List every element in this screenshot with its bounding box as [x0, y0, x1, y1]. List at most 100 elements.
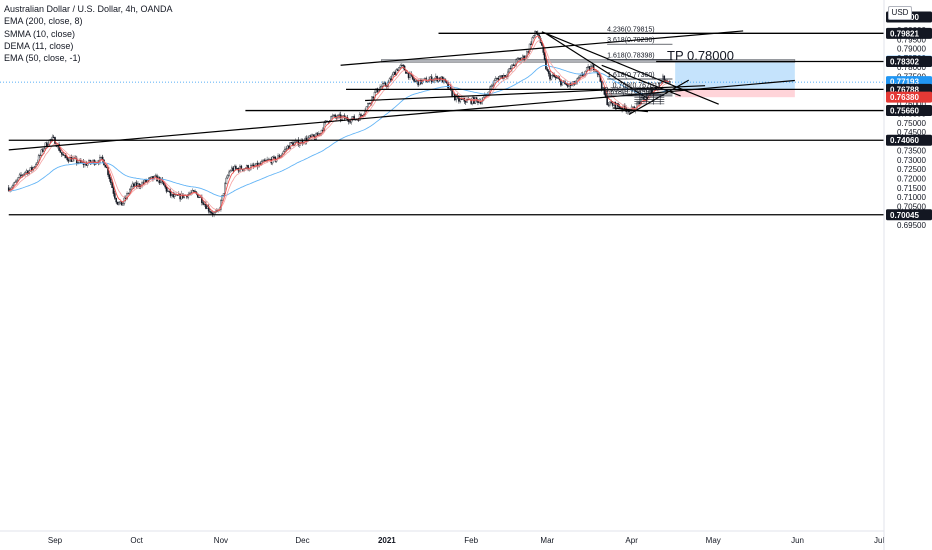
candle-body [18, 174, 21, 178]
candle-body [138, 183, 141, 187]
candle-body [388, 78, 391, 83]
candle-body [566, 84, 569, 87]
y-tick-label: 0.72000 [897, 174, 926, 183]
candle-body [311, 134, 313, 137]
x-tick-label: May [706, 536, 721, 545]
candle-body [587, 66, 589, 68]
candle-body [203, 203, 206, 205]
price-label-text: 0.79821 [890, 29, 919, 38]
candle-body [331, 115, 334, 117]
candle-body [609, 101, 611, 106]
candle-body [632, 106, 634, 108]
price-label-text: 0.70045 [890, 211, 919, 220]
currency-selector[interactable]: USD [888, 6, 912, 20]
candle-body [40, 149, 43, 156]
candle-body [66, 157, 69, 161]
candle-body [610, 101, 613, 104]
candle-body [131, 183, 134, 187]
legend-indicator-ema50[interactable]: EMA (50, close, -1) [4, 53, 81, 64]
price-label-text: 0.78302 [890, 58, 919, 67]
candle-body [334, 114, 336, 118]
candle-body [21, 174, 24, 176]
candle-body [289, 142, 292, 149]
candle-body [109, 178, 112, 183]
price-label-text: 0.77193 [890, 78, 919, 87]
candle-body [154, 175, 157, 177]
candle-body [285, 148, 288, 150]
candle-body [51, 136, 54, 140]
candle-body [492, 84, 494, 87]
candle-body [556, 77, 558, 79]
candle-body [119, 201, 122, 204]
candle-body [511, 64, 513, 70]
legend-indicator-dema11[interactable]: DEMA (11, close) [4, 40, 74, 51]
candle-body [380, 86, 383, 88]
candle-body [127, 193, 130, 195]
candle-body [390, 78, 392, 80]
candle-body [44, 142, 47, 149]
candle-body [63, 154, 66, 156]
fib-level-label: 0.768(0.76781) [613, 83, 660, 90]
candle-body [545, 59, 547, 70]
y-tick-label: 0.71000 [897, 193, 926, 202]
candle-body [496, 78, 498, 80]
candle-body [516, 58, 519, 60]
candle-body [527, 51, 530, 53]
candle-body [409, 73, 411, 78]
candle-body [115, 198, 117, 203]
chart-legend: Australian Dollar / U.S. Dollar, 4h, OAN… [4, 3, 173, 64]
candle-body [637, 102, 640, 104]
y-tick-label: 0.71500 [897, 184, 926, 193]
annotations: TP 0.78000 [667, 48, 734, 63]
candle-body [381, 83, 384, 87]
candle-body [171, 193, 173, 196]
candle-body [577, 77, 580, 79]
candle-body [551, 74, 554, 77]
candle-body [426, 81, 429, 83]
descending-trendline-2 [544, 32, 649, 100]
candle-body [360, 114, 362, 116]
candle-body [401, 64, 403, 66]
candle-body [504, 75, 506, 77]
y-axis[interactable]: 0.800000.795000.790000.785000.780000.775… [883, 0, 932, 550]
price-label-badge [886, 105, 932, 117]
candle-body [530, 43, 532, 45]
candle-body [118, 202, 120, 205]
candle-body [372, 96, 375, 99]
candle-body [130, 186, 132, 190]
candle-body [104, 164, 107, 168]
y-tick-label: 0.73000 [897, 156, 926, 165]
fib-level-label: 4.236(0.79815) [607, 26, 654, 33]
candle-body [164, 184, 166, 188]
channel-upper-line [340, 30, 744, 66]
candle-body [658, 83, 660, 89]
legend-indicator-smma10[interactable]: SMMA (10, close) [4, 28, 76, 39]
candle-body [579, 75, 581, 78]
descending-trendline-3 [601, 64, 681, 97]
candle-body [308, 135, 311, 139]
candle-body [111, 182, 113, 188]
candle-body [549, 73, 551, 80]
candle-body [225, 177, 228, 184]
candle-body [39, 154, 41, 156]
candle-body [455, 95, 458, 101]
price-label-badge [886, 91, 932, 103]
candle-body [333, 114, 335, 117]
candle-body [263, 159, 266, 161]
candle-body [546, 68, 549, 71]
fib-level-label: 1.618(0.78398) [607, 53, 654, 60]
candle-body [606, 96, 608, 105]
candle-body [46, 142, 48, 147]
candle-body [509, 68, 512, 70]
candle-body [402, 64, 404, 67]
candle-body [554, 76, 557, 78]
candle-body [229, 170, 232, 173]
legend-symbol[interactable]: Australian Dollar / U.S. Dollar, 4h, OAN… [4, 4, 173, 14]
legend-indicator-ema200[interactable]: EMA (200, close, 8) [4, 16, 83, 27]
candle-body [198, 197, 200, 199]
candle-body [508, 68, 511, 73]
y-tick-label: 0.78000 [897, 63, 926, 72]
descending-trendline [541, 31, 719, 105]
y-tick-label: 0.70500 [897, 202, 926, 211]
